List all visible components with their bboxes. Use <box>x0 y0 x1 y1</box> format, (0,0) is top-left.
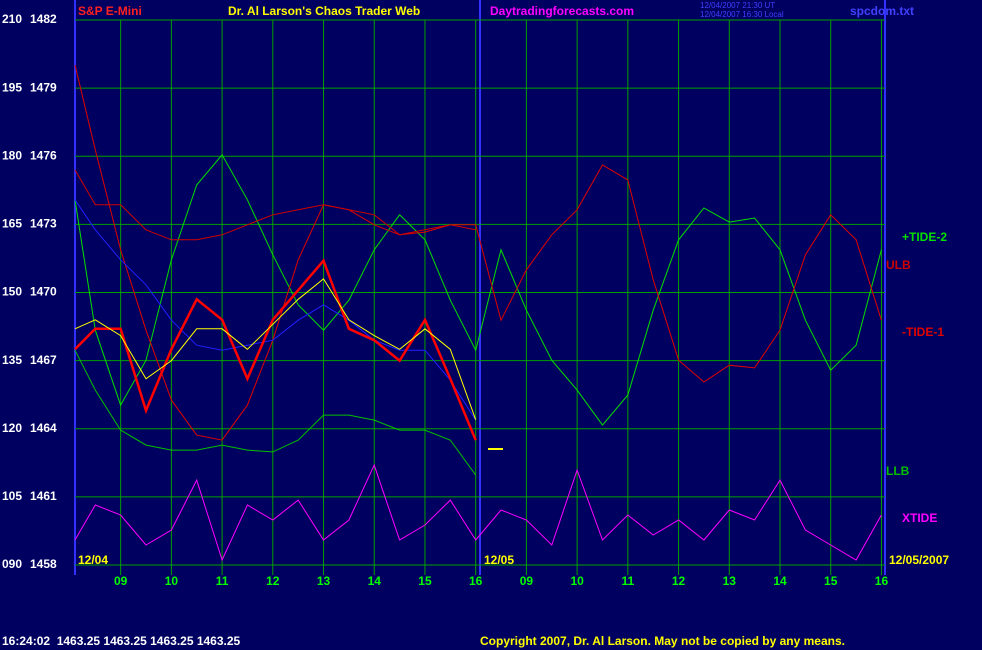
x-tick-label: 09 <box>114 574 128 588</box>
y2-tick-label: 1464 <box>30 421 57 435</box>
y2-tick-label: 1473 <box>30 217 57 231</box>
y-tick-label: 090 <box>2 557 22 571</box>
x-tick-label: 10 <box>165 574 179 588</box>
legend-label: LLB <box>886 464 910 478</box>
y2-tick-label: 1461 <box>30 489 57 503</box>
series-line <box>74 64 882 441</box>
chart-title: Dr. Al Larson's Chaos Trader Web <box>228 4 420 18</box>
legend-label: +TIDE-2 <box>902 230 947 244</box>
series-line <box>74 349 477 476</box>
y-tick-label: 195 <box>2 80 22 94</box>
series-line <box>74 169 476 241</box>
x-tick-label: 11 <box>216 574 229 588</box>
series-line <box>74 463 882 562</box>
y2-tick-label: 1479 <box>30 80 57 94</box>
date-label: 12/05/2007 <box>889 553 949 567</box>
timestamp: 12/04/2007 21:30 UT <box>700 1 775 10</box>
y-tick-label: 180 <box>2 148 22 162</box>
x-tick-label: 14 <box>773 574 787 588</box>
y2-tick-label: 1482 <box>30 12 57 26</box>
x-tick-label: 16 <box>875 574 889 588</box>
file-name: spcdom.txt <box>850 4 914 18</box>
legend-label: -TIDE-1 <box>902 325 944 339</box>
site: Daytradingforecasts.com <box>490 4 634 18</box>
x-tick-label: 12 <box>266 574 280 588</box>
date-label: 12/05 <box>484 553 514 567</box>
y2-tick-label: 1470 <box>30 285 57 299</box>
date-label: 12/04 <box>78 553 108 567</box>
y2-tick-label: 1458 <box>30 557 57 571</box>
x-tick-label: 10 <box>570 574 584 588</box>
legend-label: XTIDE <box>902 511 937 525</box>
x-tick-label: 13 <box>723 574 737 588</box>
x-tick-label: 12 <box>672 574 686 588</box>
x-tick-label: 14 <box>368 574 382 588</box>
y2-tick-label: 1467 <box>30 353 57 367</box>
series-line <box>74 278 477 420</box>
x-tick-label: 15 <box>824 574 838 588</box>
y2-tick-label: 1476 <box>30 148 57 162</box>
series-line <box>74 154 882 426</box>
y-tick-label: 120 <box>2 421 22 435</box>
instrument: S&P E-Mini <box>78 4 142 18</box>
y-tick-label: 165 <box>2 217 22 231</box>
series-line <box>74 258 477 441</box>
x-tick-label: 09 <box>520 574 534 588</box>
y-tick-label: 135 <box>2 353 22 367</box>
x-tick-label: 13 <box>317 574 331 588</box>
x-tick-label: 16 <box>469 574 483 588</box>
y-tick-label: 105 <box>2 489 22 503</box>
quote: 16:24:02 1463.25 1463.25 1463.25 1463.25 <box>2 634 241 648</box>
y-tick-label: 210 <box>2 12 22 26</box>
legend-label: ULB <box>886 258 911 272</box>
copyright: Copyright 2007, Dr. Al Larson. May not b… <box>480 634 845 648</box>
series-line <box>74 199 477 421</box>
y-tick-label: 150 <box>2 285 22 299</box>
x-tick-label: 11 <box>622 574 635 588</box>
x-tick-label: 15 <box>418 574 432 588</box>
timestamp: 12/04/2007 16:30 Local <box>700 10 784 19</box>
